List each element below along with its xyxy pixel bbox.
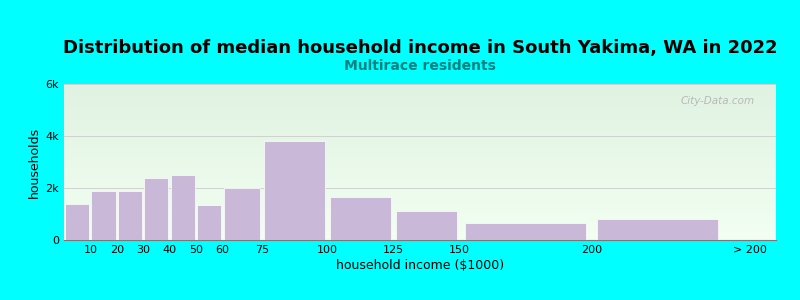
Bar bbox=[91, 190, 116, 240]
Text: Multirace residents: Multirace residents bbox=[344, 59, 496, 73]
Bar bbox=[597, 219, 718, 240]
Bar bbox=[144, 178, 169, 240]
Bar bbox=[170, 175, 194, 240]
Text: City-Data.com: City-Data.com bbox=[681, 97, 754, 106]
Bar bbox=[118, 190, 142, 240]
Title: Distribution of median household income in South Yakima, WA in 2022: Distribution of median household income … bbox=[62, 39, 778, 57]
Bar bbox=[465, 223, 586, 240]
Bar bbox=[330, 197, 391, 240]
Y-axis label: households: households bbox=[28, 126, 42, 198]
Bar bbox=[224, 188, 260, 240]
X-axis label: household income ($1000): household income ($1000) bbox=[336, 259, 504, 272]
Bar bbox=[65, 204, 90, 240]
Bar bbox=[396, 212, 457, 240]
Bar bbox=[265, 141, 325, 240]
Bar bbox=[197, 205, 221, 240]
